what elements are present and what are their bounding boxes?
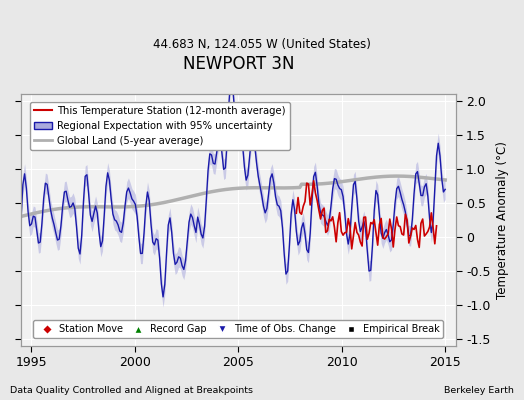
Text: Data Quality Controlled and Aligned at Breakpoints: Data Quality Controlled and Aligned at B… (10, 386, 254, 395)
Legend: Station Move, Record Gap, Time of Obs. Change, Empirical Break: Station Move, Record Gap, Time of Obs. C… (34, 320, 443, 338)
Text: 44.683 N, 124.055 W (United States): 44.683 N, 124.055 W (United States) (153, 38, 371, 51)
Text: Berkeley Earth: Berkeley Earth (444, 386, 514, 395)
Y-axis label: Temperature Anomaly (°C): Temperature Anomaly (°C) (496, 141, 509, 299)
Title: NEWPORT 3N: NEWPORT 3N (182, 55, 294, 73)
